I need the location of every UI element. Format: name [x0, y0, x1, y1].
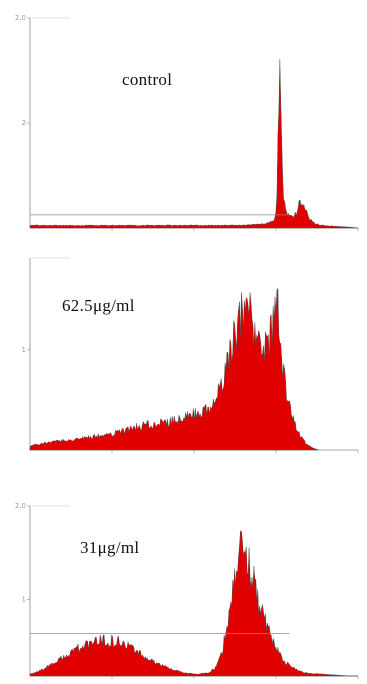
histogram-plot: 2.02	[15, 14, 359, 231]
histogram-area	[29, 530, 359, 677]
histogram-panel-62-5: 1 62.5μg/ml	[0, 240, 367, 470]
panel-title: 62.5μg/ml	[62, 296, 135, 315]
histogram-area	[29, 288, 319, 451]
y-tick-label: 1	[22, 346, 26, 354]
y-tick-label: 2	[22, 119, 26, 127]
histogram-plot: 2.01	[15, 502, 359, 679]
y-tick-label: 1	[22, 596, 26, 604]
histogram-panel-31: 2.0 1 31μg/ml	[0, 470, 367, 684]
panel-title: control	[122, 70, 173, 89]
y-tick-label: 2.0	[15, 14, 26, 22]
histogram-area	[29, 59, 359, 229]
histogram-plot: 1	[22, 257, 359, 453]
panel-title: 31μg/ml	[80, 538, 140, 557]
histogram-panel-control: 2.0 2 control	[0, 0, 367, 240]
y-tick-label: 2.0	[15, 502, 26, 510]
